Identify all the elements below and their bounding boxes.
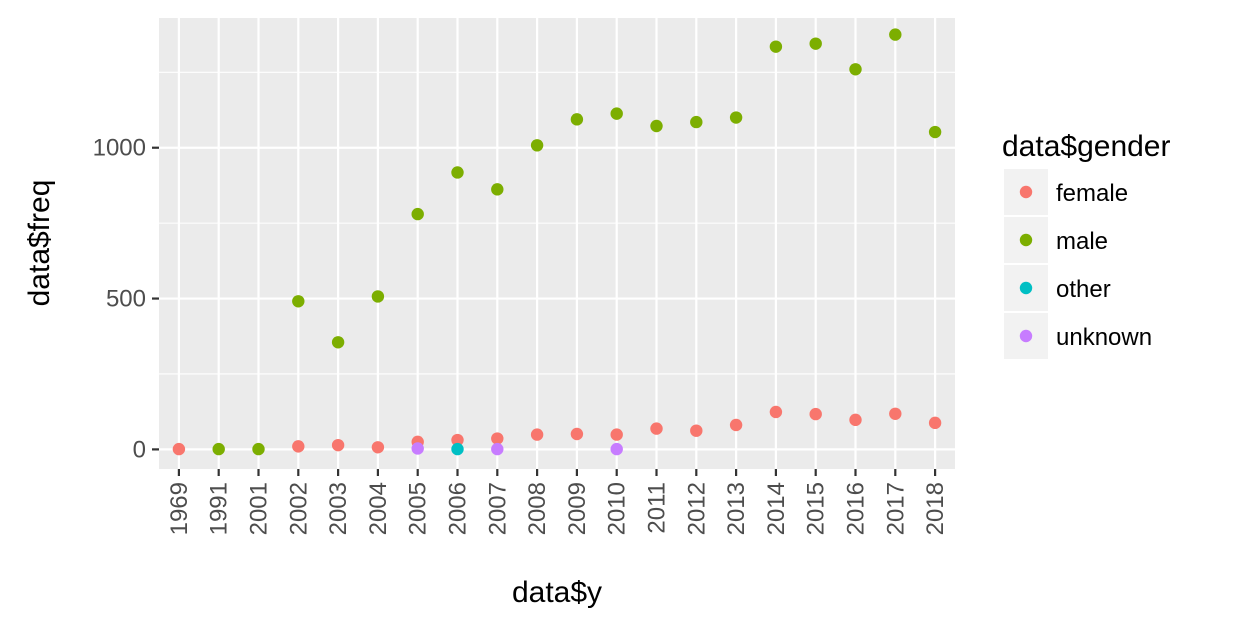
x-tick-label: 2009 [564, 482, 591, 535]
x-axis: 1969 1991 2001 2002 2003 2004 2005 2006 2007 2008… [166, 469, 949, 535]
data-point-male [809, 37, 822, 50]
data-point-male [371, 290, 385, 303]
data-point-male [610, 107, 623, 120]
data-point-female [928, 416, 942, 430]
panel-background [159, 18, 955, 469]
legend-label: male [1056, 228, 1108, 255]
y-tick-label: 1000 [93, 135, 146, 162]
x-axis-title: data$y [512, 576, 602, 609]
data-point-male [769, 40, 783, 53]
data-point-male [570, 113, 584, 126]
data-point-female [331, 438, 345, 452]
y-axis-title: data$freq [23, 180, 56, 307]
data-point-male [212, 442, 225, 456]
x-tick-label: 2015 [803, 482, 830, 535]
data-point-male [292, 295, 305, 308]
data-point-unknown [610, 442, 623, 456]
x-tick-label: 2012 [683, 482, 710, 535]
data-point-other [451, 442, 464, 456]
x-tick-label: 2003 [325, 482, 352, 535]
legend-key-unknown [1019, 329, 1033, 343]
x-tick-label: 1969 [166, 482, 193, 535]
data-point-male [451, 166, 464, 179]
data-point-male [729, 111, 743, 124]
data-point-unknown [411, 442, 424, 455]
data-point-female [650, 422, 663, 435]
data-point-female [889, 407, 902, 420]
data-point-male [252, 442, 265, 456]
data-point-female [292, 440, 305, 453]
legend-key-other [1019, 281, 1033, 295]
x-tick-label: 2005 [405, 482, 432, 535]
x-tick-label: 2011 [644, 482, 671, 534]
x-tick-label: 2008 [524, 482, 551, 535]
legend-key-male [1019, 233, 1033, 247]
legend-key-female [1019, 185, 1033, 199]
x-tick-label: 2004 [365, 482, 392, 535]
x-tick-label: 2014 [763, 482, 790, 535]
y-tick-label: 500 [106, 286, 146, 313]
x-tick-label: 2001 [246, 482, 273, 535]
data-points [172, 28, 942, 456]
y-tick-label: 0 [133, 436, 146, 463]
minor-gridlines [159, 71, 955, 375]
data-point-female [690, 424, 703, 437]
x-tick-label: 2010 [604, 482, 631, 535]
x-tick-label: 2002 [285, 482, 312, 535]
x-tick-label: 2018 [922, 482, 949, 535]
data-point-female [371, 441, 385, 454]
data-point-male [690, 115, 703, 129]
legend-title: data$gender [1002, 130, 1171, 163]
data-point-male [928, 125, 942, 139]
data-point-female [491, 432, 504, 445]
data-point-female [530, 428, 544, 441]
x-tick-label: 2016 [843, 482, 870, 535]
data-point-female [172, 442, 186, 456]
data-point-male [889, 28, 902, 41]
x-tick-label: 2007 [484, 482, 511, 535]
data-point-male [411, 207, 424, 221]
x-tick-label: 2013 [723, 482, 750, 535]
data-point-male [530, 139, 544, 152]
data-point-male [331, 336, 345, 349]
data-point-female [610, 428, 623, 441]
data-point-female [451, 433, 464, 447]
y-axis: 0 500 1000 [93, 135, 159, 463]
data-point-female [570, 427, 584, 441]
data-point-male [849, 63, 862, 76]
legend-label: unknown [1056, 324, 1152, 351]
x-tick-label: 1991 [206, 482, 233, 535]
x-tick-label: 2006 [445, 482, 472, 535]
major-gridlines [159, 18, 955, 469]
legend: data$gender female male other unknown [1002, 130, 1171, 359]
data-point-female [769, 405, 783, 419]
data-point-unknown [491, 442, 504, 456]
data-point-male [491, 183, 504, 196]
legend-label: female [1056, 180, 1128, 207]
data-point-male [650, 119, 663, 133]
data-point-female [729, 418, 743, 432]
legend-label: other [1056, 276, 1111, 303]
x-tick-label: 2017 [882, 482, 909, 535]
data-point-female [849, 413, 862, 427]
data-point-female [809, 407, 822, 421]
